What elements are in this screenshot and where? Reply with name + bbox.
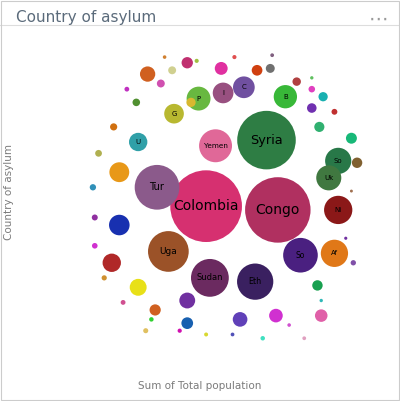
Text: P: P: [196, 95, 201, 101]
Circle shape: [233, 77, 255, 98]
Text: Uga: Uga: [160, 247, 177, 256]
Circle shape: [233, 312, 247, 327]
Circle shape: [266, 64, 275, 73]
Circle shape: [195, 59, 199, 63]
Circle shape: [316, 165, 341, 190]
Circle shape: [318, 92, 328, 101]
Text: So: So: [296, 251, 305, 260]
Text: ⋯: ⋯: [368, 10, 388, 29]
Circle shape: [140, 67, 155, 82]
Text: Sudan: Sudan: [197, 273, 223, 282]
Circle shape: [320, 299, 323, 302]
Circle shape: [245, 177, 310, 243]
Circle shape: [312, 280, 323, 291]
Circle shape: [237, 111, 296, 169]
Circle shape: [121, 300, 126, 305]
Circle shape: [314, 122, 324, 132]
Text: G: G: [171, 111, 177, 117]
Circle shape: [260, 336, 265, 340]
Text: U: U: [136, 139, 141, 145]
Circle shape: [274, 85, 297, 108]
Circle shape: [324, 196, 352, 224]
Circle shape: [163, 55, 166, 59]
Text: B: B: [283, 94, 288, 100]
Circle shape: [350, 190, 353, 192]
Circle shape: [181, 317, 193, 329]
Text: Congo: Congo: [256, 203, 300, 217]
Circle shape: [308, 86, 315, 93]
Circle shape: [92, 215, 98, 221]
Circle shape: [178, 328, 182, 333]
Circle shape: [135, 165, 180, 210]
Text: Eth: Eth: [249, 277, 262, 286]
Circle shape: [149, 317, 154, 322]
Text: Yemen: Yemen: [204, 143, 228, 149]
Circle shape: [109, 215, 130, 235]
Circle shape: [232, 55, 236, 59]
Circle shape: [130, 279, 147, 296]
Circle shape: [199, 129, 232, 162]
Text: C: C: [242, 84, 246, 90]
Circle shape: [321, 240, 348, 267]
Circle shape: [351, 260, 356, 265]
Circle shape: [302, 336, 306, 340]
Text: Af: Af: [331, 250, 338, 256]
Circle shape: [252, 65, 262, 76]
Circle shape: [191, 259, 229, 297]
Circle shape: [310, 76, 314, 79]
Circle shape: [92, 243, 98, 249]
Text: Uk: Uk: [324, 175, 333, 181]
Circle shape: [132, 99, 140, 106]
Circle shape: [269, 309, 283, 322]
Text: Ni: Ni: [334, 207, 342, 213]
Circle shape: [325, 148, 351, 174]
Circle shape: [148, 231, 189, 272]
Circle shape: [170, 170, 242, 242]
Circle shape: [344, 237, 347, 240]
Circle shape: [168, 66, 176, 74]
Circle shape: [164, 104, 184, 124]
Circle shape: [90, 184, 96, 190]
Circle shape: [129, 133, 147, 151]
Circle shape: [102, 253, 121, 272]
Circle shape: [95, 150, 102, 157]
Circle shape: [215, 62, 228, 75]
Circle shape: [213, 83, 234, 103]
Circle shape: [150, 304, 161, 316]
Text: Colombia: Colombia: [173, 199, 239, 213]
Text: I: I: [222, 90, 224, 96]
Circle shape: [332, 109, 337, 115]
Circle shape: [179, 293, 195, 308]
Text: Syria: Syria: [250, 134, 283, 147]
Circle shape: [352, 158, 362, 168]
Circle shape: [346, 133, 357, 144]
Circle shape: [109, 162, 129, 182]
Circle shape: [186, 98, 196, 107]
Text: Country of asylum: Country of asylum: [16, 10, 156, 25]
Circle shape: [283, 238, 318, 273]
Text: So: So: [334, 158, 342, 164]
Circle shape: [124, 87, 129, 91]
Circle shape: [143, 328, 148, 333]
Circle shape: [237, 263, 273, 300]
Circle shape: [187, 87, 210, 111]
Circle shape: [270, 53, 274, 57]
Circle shape: [231, 332, 234, 336]
Text: Sum of Total population: Sum of Total population: [138, 381, 262, 391]
Text: Tur: Tur: [150, 182, 164, 192]
Circle shape: [204, 332, 208, 336]
Text: Country of asylum: Country of asylum: [4, 144, 14, 241]
Circle shape: [287, 323, 291, 327]
Circle shape: [102, 275, 107, 280]
Circle shape: [157, 79, 165, 87]
Circle shape: [110, 124, 117, 130]
Circle shape: [315, 309, 328, 322]
Circle shape: [292, 77, 301, 86]
Circle shape: [307, 103, 316, 113]
Circle shape: [182, 57, 193, 69]
